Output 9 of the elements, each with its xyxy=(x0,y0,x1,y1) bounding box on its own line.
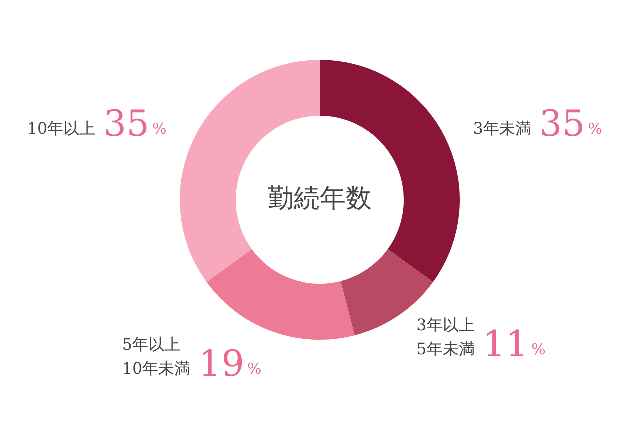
slice-label: 10年以上 xyxy=(27,118,96,138)
slice-label: 5年以上 10年未満 xyxy=(122,334,191,378)
text: 勤続年数 xyxy=(268,184,372,214)
slice-label: 3年以上 5年未満 xyxy=(416,315,475,358)
data-label: 11% xyxy=(482,324,546,366)
data-label: 19% xyxy=(198,344,262,385)
data-label: 35% xyxy=(539,104,603,145)
slice-label: 3年未満 xyxy=(473,118,532,138)
data-label: 35% xyxy=(104,104,167,145)
